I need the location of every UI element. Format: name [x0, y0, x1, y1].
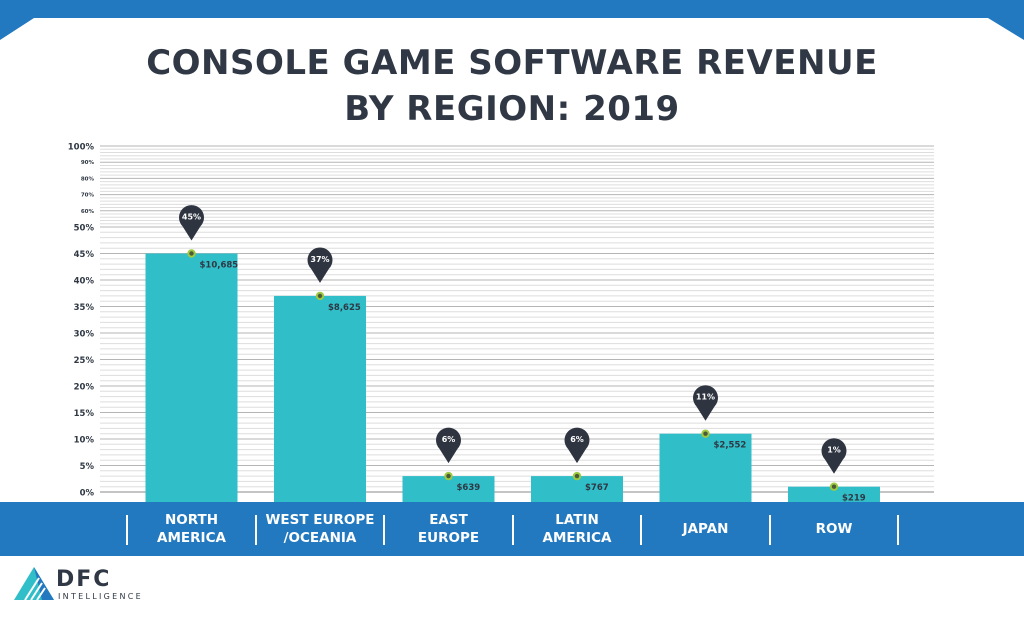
- pin-label: 37%: [310, 255, 329, 264]
- pin-label: 45%: [182, 213, 201, 222]
- bar: [145, 253, 238, 502]
- data-point-core: [703, 431, 708, 436]
- dfc-logo-icon: [14, 567, 54, 601]
- category-line-2: AMERICA: [157, 530, 226, 546]
- y-tick-label: 45%: [74, 250, 95, 260]
- y-tick-label: 5%: [80, 462, 95, 472]
- pin-marker: [435, 427, 461, 464]
- bar: [531, 476, 623, 502]
- y-tick-label: 35%: [74, 303, 95, 313]
- data-point-core: [446, 473, 451, 479]
- revenue-label: $2,552: [714, 441, 747, 451]
- bar: [402, 476, 495, 502]
- category-text: ROW: [816, 520, 853, 538]
- pin-marker: [821, 438, 847, 474]
- category-text: WEST EUROPE/OCEANIA: [266, 511, 375, 547]
- y-tick-label: 70%: [81, 193, 95, 199]
- category-line-2: EUROPE: [417, 530, 480, 546]
- category-label: JAPAN: [644, 502, 768, 556]
- y-tick-label: 60%: [81, 209, 95, 215]
- bar: [659, 433, 752, 502]
- category-label: LATIN AMERICA: [515, 502, 639, 556]
- y-tick-label: 40%: [74, 277, 95, 287]
- category-label: ROW: [772, 502, 896, 556]
- y-tick-label: 10%: [74, 436, 95, 446]
- y-tick-label: 20%: [74, 383, 95, 393]
- pin-marker: [178, 205, 204, 241]
- chart-title: CONSOLE GAME SOFTWARE REVENUE BY REGION:…: [0, 40, 1024, 132]
- chart-title-line-1: CONSOLE GAME SOFTWARE REVENUE: [146, 43, 878, 83]
- pin-label: 1%: [827, 446, 841, 455]
- category-separator: [768, 515, 771, 545]
- data-point-core: [317, 293, 323, 299]
- category-separator: [511, 515, 514, 545]
- data-point-core: [574, 473, 580, 479]
- category-text: NORTH AMERICA: [157, 511, 226, 547]
- y-tick-label: 90%: [81, 160, 95, 166]
- y-tick-label: 80%: [81, 176, 95, 182]
- category-band: NORTH AMERICA WEST EUROPE/OCEANIA EAST EUROP…: [0, 502, 1024, 556]
- pin-marker: [307, 247, 333, 283]
- logo-name: DFC: [56, 567, 112, 592]
- category-separator: [254, 515, 257, 545]
- category-text: JAPAN: [683, 520, 729, 538]
- data-point-core: [831, 484, 837, 489]
- revenue-label: $10,685: [200, 261, 239, 271]
- category-line-1: LATIN: [555, 512, 599, 528]
- category-text: EAST EUROPE: [418, 511, 479, 547]
- category-label: EAST EUROPE: [387, 502, 511, 556]
- category-separator: [640, 515, 643, 545]
- revenue-label: $767: [585, 483, 609, 493]
- data-point-core: [189, 251, 194, 256]
- top-band: [0, 0, 1024, 40]
- pin-marker: [693, 385, 718, 421]
- logo-subtitle: INTELLIGENCE: [58, 592, 144, 601]
- pin-marker: [564, 427, 590, 464]
- category-label: NORTH AMERICA: [130, 502, 254, 556]
- revenue-label: $8,625: [328, 303, 361, 313]
- y-tick-label: 30%: [74, 330, 95, 340]
- category-line-1: JAPAN: [682, 521, 729, 537]
- category-separator: [383, 515, 386, 545]
- revenue-label: $219: [842, 494, 866, 502]
- category-line-2: /OCEANIA: [283, 530, 357, 546]
- y-tick-label: 0%: [80, 489, 95, 499]
- category-separator: [126, 515, 129, 545]
- bar: [274, 295, 366, 502]
- y-tick-label: 15%: [74, 409, 95, 419]
- category-label: WEST EUROPE/OCEANIA: [258, 502, 382, 556]
- category-separator: [897, 515, 900, 545]
- y-tick-label: 50%: [74, 224, 95, 234]
- category-line-1: EAST: [429, 512, 468, 528]
- category-line-2: AMERICA: [542, 530, 612, 546]
- category-line-1: WEST EUROPE: [265, 512, 375, 528]
- pin-label: 11%: [696, 393, 715, 402]
- chart-title-line-2: BY REGION: 2019: [344, 89, 680, 129]
- pin-label: 6%: [570, 435, 584, 444]
- revenue-label: $639: [457, 483, 481, 493]
- pin-label: 6%: [442, 435, 456, 444]
- bar-chart: 0% 5% 10% 15% 20% 25% 30% 35% 40% 45% 50% 60% 70% 80%…: [68, 143, 934, 502]
- y-tick-label: 25%: [74, 356, 95, 366]
- category-line-1: ROW: [815, 521, 853, 537]
- bar: [788, 486, 880, 502]
- y-tick-label: 100%: [68, 143, 95, 153]
- category-text: LATIN AMERICA: [543, 511, 612, 547]
- category-line-1: NORTH: [164, 512, 219, 528]
